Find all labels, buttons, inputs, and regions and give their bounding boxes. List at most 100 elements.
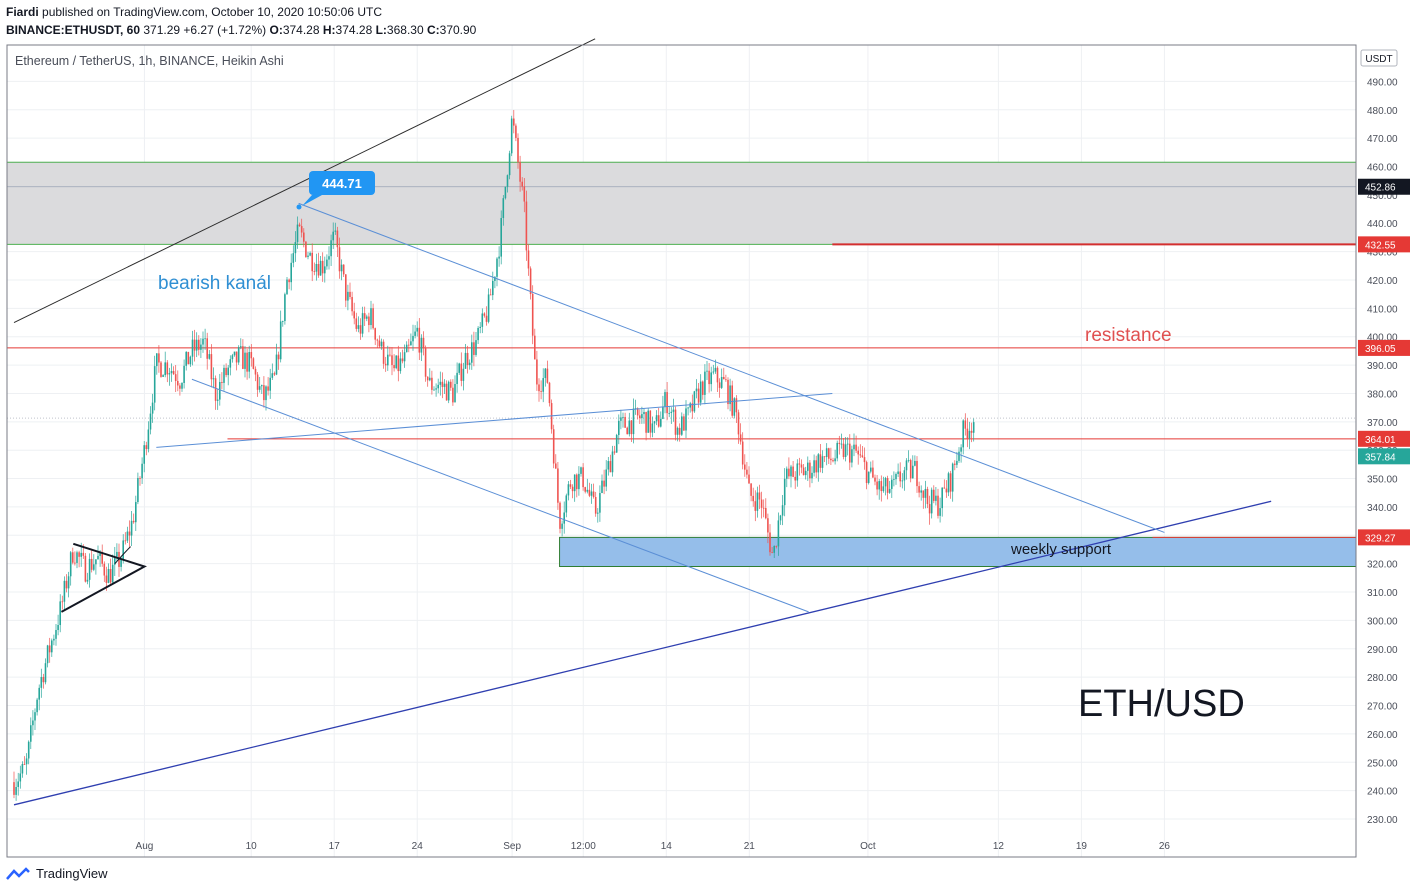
- price-tick-label: 460.00: [1367, 162, 1398, 173]
- candle-body: [412, 335, 414, 342]
- candle: [786, 466, 788, 488]
- candle: [498, 246, 500, 267]
- candle-body: [588, 489, 591, 496]
- candle-body: [538, 384, 540, 392]
- candle-body: [313, 271, 316, 273]
- candle-body: [263, 385, 265, 401]
- candle-body: [592, 491, 595, 497]
- candle: [191, 330, 194, 366]
- candle: [529, 266, 532, 300]
- candle: [401, 349, 404, 364]
- candle: [153, 355, 156, 411]
- candle: [760, 491, 763, 519]
- candle-body: [653, 421, 656, 424]
- candle-body: [162, 375, 164, 377]
- candle-body: [792, 466, 794, 477]
- candle: [479, 322, 481, 334]
- candle-body: [620, 417, 622, 421]
- candle-body: [34, 712, 36, 721]
- price-tick-label: 260.00: [1367, 730, 1398, 741]
- candle-body: [951, 463, 954, 492]
- candle: [414, 325, 416, 339]
- candle-body: [462, 368, 465, 381]
- candle: [300, 218, 303, 238]
- candle-body: [842, 443, 845, 457]
- candle: [844, 437, 847, 462]
- candle: [794, 471, 796, 489]
- candle-body: [235, 351, 238, 363]
- candle: [128, 520, 131, 547]
- candle: [168, 367, 171, 386]
- candle: [758, 484, 761, 509]
- candle: [647, 408, 649, 433]
- candle-body: [223, 367, 225, 383]
- candle: [324, 256, 326, 283]
- candle-body: [393, 365, 395, 369]
- candle-body: [594, 496, 597, 514]
- candle: [878, 478, 880, 500]
- candle: [613, 445, 616, 455]
- currency-label: USDT: [1365, 54, 1392, 65]
- candle-body: [813, 460, 815, 473]
- price-tick-label: 230.00: [1367, 815, 1398, 826]
- candle-body: [647, 410, 649, 433]
- candle-body: [328, 256, 330, 260]
- candle-body: [697, 388, 700, 403]
- candle: [124, 532, 127, 545]
- candle-body: [733, 398, 736, 416]
- candle: [135, 495, 137, 531]
- candle-body: [515, 125, 517, 138]
- price-badge: 396.05: [1358, 339, 1410, 356]
- price-axis[interactable]: 230.00 240.00 250.00 260.00 270.00 280.00 290.…: [1357, 45, 1413, 857]
- candle: [496, 257, 498, 287]
- callout-444[interactable]: 444.71: [296, 171, 376, 210]
- candle-body: [387, 354, 389, 366]
- candle-body: [338, 247, 341, 272]
- tradingview-footer[interactable]: TradingView: [6, 866, 108, 881]
- candle-body: [935, 495, 937, 501]
- candle-body: [305, 241, 307, 258]
- candle: [937, 488, 939, 519]
- candle: [744, 454, 746, 477]
- candle: [481, 308, 484, 334]
- candle-body: [691, 403, 694, 412]
- candle: [842, 438, 845, 460]
- candle-body: [347, 291, 349, 301]
- candle: [107, 563, 110, 584]
- candle: [284, 292, 286, 325]
- candle: [531, 285, 534, 345]
- candle: [305, 240, 307, 258]
- candle-body: [246, 352, 248, 372]
- candle-body: [307, 255, 309, 258]
- symbol-name: BINANCE:ETHUSDT, 60: [6, 23, 141, 37]
- candle-body: [114, 556, 116, 565]
- candle-body: [40, 677, 43, 688]
- candle-body: [727, 379, 729, 405]
- time-axis[interactable]: Aug 10 17 24 Sep 12:00 14 21 Oct 12 19 26: [136, 841, 1171, 852]
- candle: [502, 195, 505, 226]
- candle-body: [288, 279, 290, 283]
- candle: [767, 513, 769, 544]
- candle-body: [237, 347, 240, 363]
- candle: [762, 499, 765, 518]
- candle: [830, 447, 832, 466]
- candle-body: [821, 456, 824, 468]
- candle: [508, 150, 511, 180]
- candle-body: [578, 473, 580, 490]
- candle-body: [828, 448, 830, 459]
- candle-body: [582, 467, 584, 488]
- candle-body: [945, 488, 948, 493]
- candle: [916, 456, 918, 493]
- candle-body: [23, 763, 26, 765]
- candle-body: [487, 294, 490, 322]
- candle-body: [361, 313, 364, 334]
- candle-body: [86, 579, 89, 582]
- candle-body: [391, 355, 393, 366]
- candle: [561, 520, 563, 537]
- candle: [867, 471, 870, 485]
- candle-body: [485, 315, 488, 322]
- time-tick-label: 14: [661, 841, 673, 852]
- candle-body: [179, 385, 181, 389]
- candle-body: [69, 552, 72, 577]
